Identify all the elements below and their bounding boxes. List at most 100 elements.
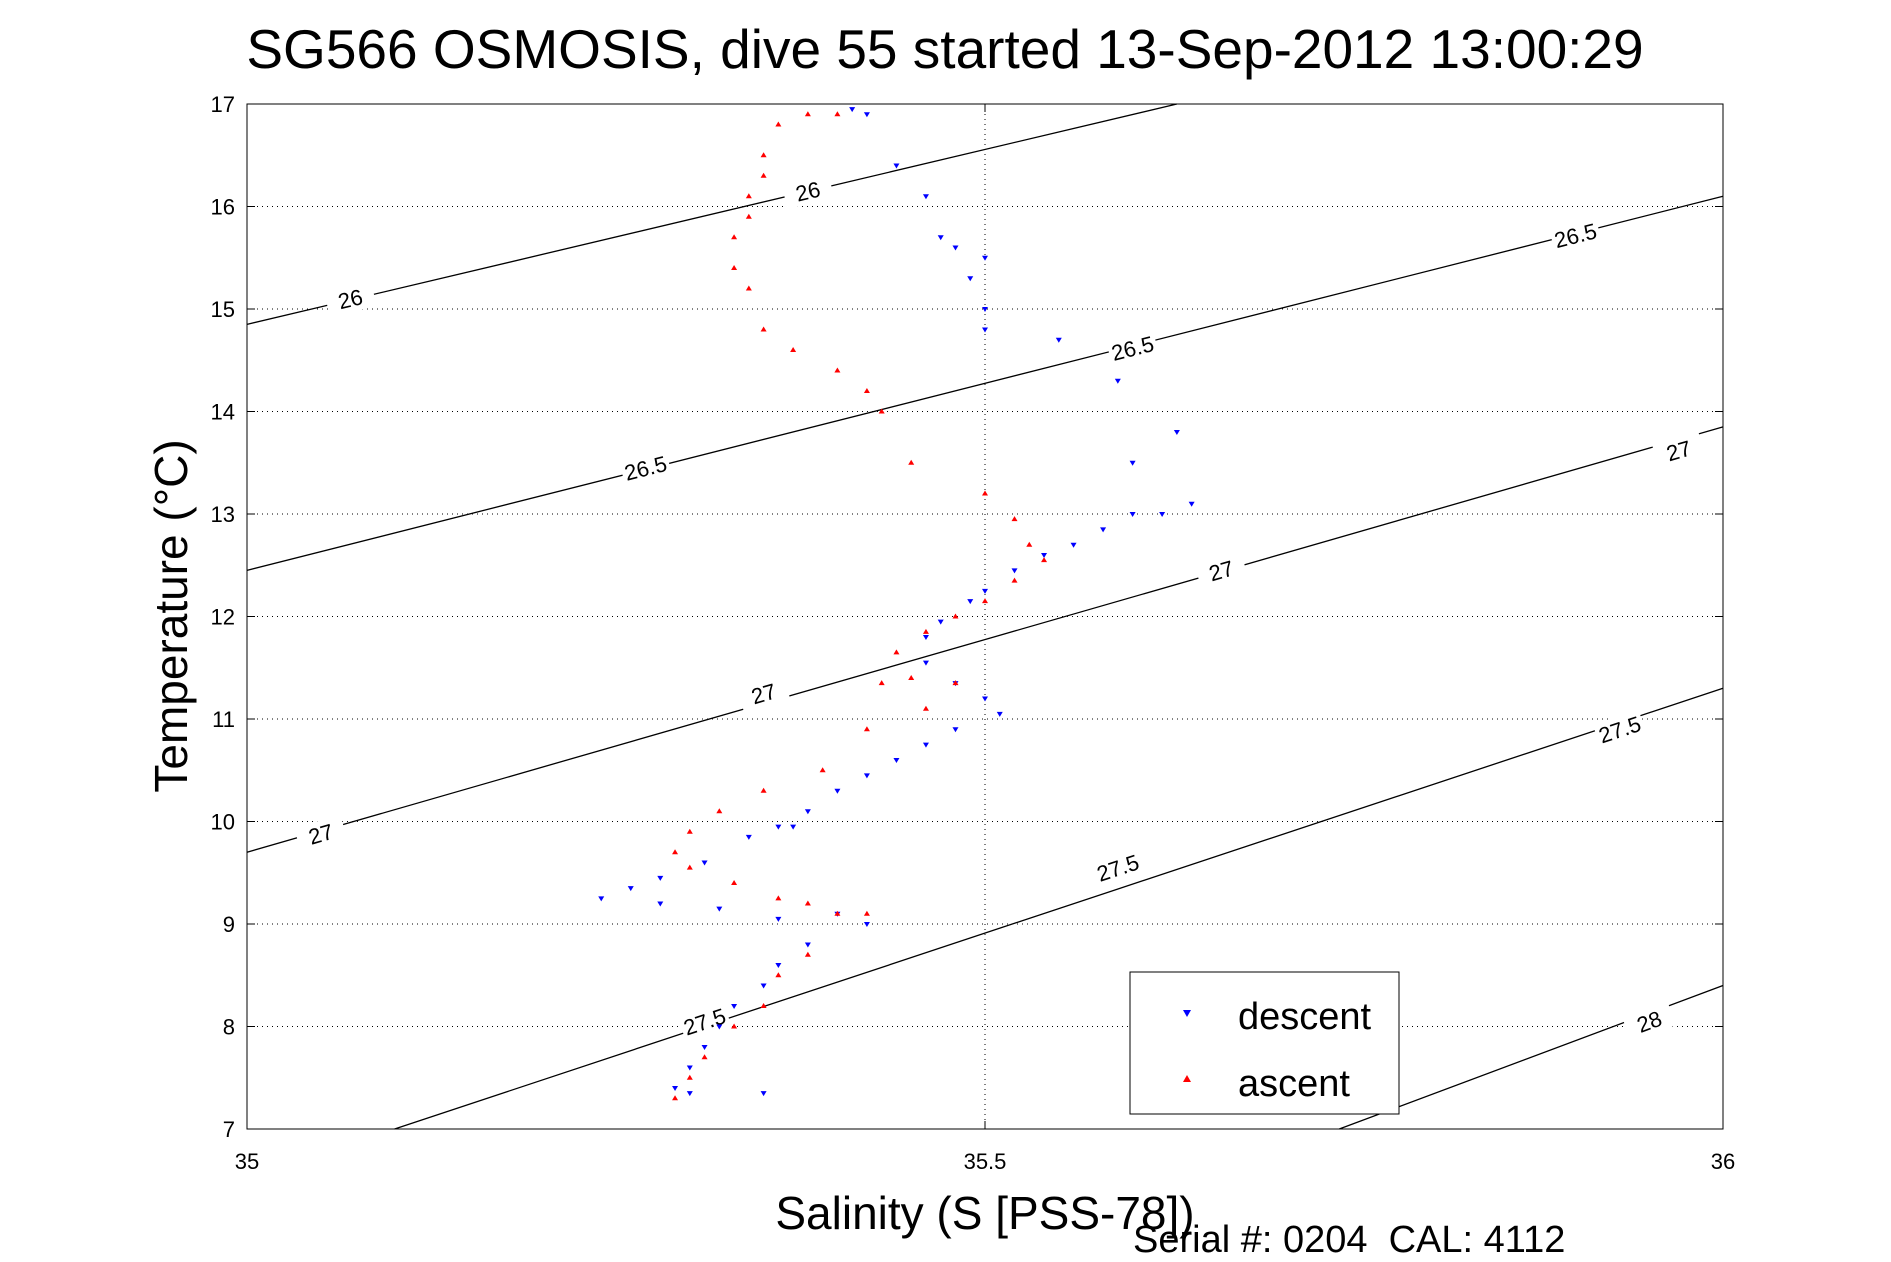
descent-point: [790, 824, 797, 830]
descent-point: [716, 906, 723, 912]
ascent-point: [775, 972, 782, 978]
descent-point: [701, 1045, 708, 1050]
serial-cal-footer: Serial #: 0204 CAL: 4112: [1133, 1219, 1565, 1261]
ascent-point: [745, 213, 752, 219]
descent-point: [672, 1086, 679, 1091]
contour-label-bg: [1652, 431, 1706, 470]
descent-point: [893, 163, 900, 169]
isopycnal-26.5: [246, 195, 1724, 572]
contour-label-26.5: 26.5: [622, 451, 670, 486]
y-tick-label: 16: [211, 195, 235, 220]
contour-label-bg: [781, 172, 835, 210]
ascent-point: [672, 849, 679, 855]
descent-point: [775, 916, 782, 922]
contour-label-bg: [619, 449, 672, 487]
x-tick-label: 35: [235, 1149, 259, 1174]
ascent-point: [982, 598, 988, 604]
descent-point: [1173, 430, 1180, 435]
ascent-point: [760, 326, 767, 332]
ascent-point: [731, 880, 738, 885]
axis-ticks: 7 8 9 10 11 12 13 14 15 16 17 35 35.5 36: [211, 92, 1736, 1174]
ascent-point: [952, 613, 959, 619]
descent-point: [967, 276, 974, 282]
data-points: [598, 107, 1195, 1101]
descent-point: [863, 773, 870, 779]
descent-point: [982, 696, 988, 702]
y-axis-label: Temperature (°C): [145, 439, 197, 792]
ascent-point: [686, 1074, 693, 1080]
y-tick-label: 11: [212, 707, 235, 732]
y-tick-label: 14: [211, 400, 235, 425]
ascent-point: [1011, 577, 1018, 583]
descent-point: [760, 1091, 767, 1097]
descent-point: [1188, 501, 1195, 507]
descent-point: [922, 660, 929, 666]
x-tick-label: 36: [1711, 1149, 1735, 1174]
descent-point: [701, 860, 708, 866]
descent-point: [952, 727, 959, 733]
chart-title: SG566 OSMOSIS, dive 55 started 13-Sep-20…: [246, 18, 1643, 80]
ascent-point: [1041, 557, 1048, 563]
ascent-point: [878, 408, 885, 414]
contour-label-26: 26: [793, 177, 823, 207]
ascent-point: [908, 675, 915, 680]
legend-label-descent: descent: [1238, 996, 1372, 1038]
contour-label-27.5: 27.5: [1094, 849, 1143, 886]
descent-point: [716, 1024, 723, 1030]
y-tick-label: 8: [223, 1015, 235, 1040]
ascent-point: [922, 705, 929, 711]
ascent-point: [672, 1095, 679, 1101]
legend-marker-ascent: [1183, 1075, 1191, 1082]
ascent-point: [716, 808, 723, 814]
descent-point: [996, 711, 1003, 717]
descent-point: [937, 619, 944, 625]
descent-point: [1055, 337, 1062, 343]
ascent-point: [731, 234, 738, 240]
ascent-point: [775, 895, 782, 901]
contour-label-bg: [1106, 329, 1160, 367]
ascent-point: [775, 121, 782, 127]
descent-point: [1011, 568, 1018, 574]
legend-marker-descent: [1183, 1010, 1191, 1017]
ascent-point: [1026, 541, 1033, 547]
descent-point: [982, 307, 988, 312]
ascent-point: [834, 910, 841, 916]
y-tick-label: 13: [211, 502, 235, 527]
ascent-point: [731, 265, 738, 270]
isopycnal-26: [246, 103, 1178, 326]
ascent-point: [760, 172, 767, 178]
ascent-point: [982, 490, 988, 496]
descent-point: [745, 834, 752, 840]
contour-label-bg: [1622, 1000, 1677, 1042]
isopycnal-27: [246, 426, 1724, 853]
contour-label-bg: [323, 280, 377, 317]
ascent-point: [1011, 516, 1018, 522]
ascent-point: [745, 193, 752, 199]
ascent-point: [863, 910, 870, 916]
descent-point: [1129, 512, 1136, 517]
descent-point: [922, 194, 929, 200]
contour-label-bg: [1194, 551, 1248, 590]
legend: descent ascent: [1129, 971, 1400, 1115]
ascent-point: [745, 285, 752, 291]
ascent-point: [731, 1023, 738, 1029]
y-tick-label: 12: [211, 605, 235, 630]
descent-point: [982, 588, 988, 594]
descent-point: [1114, 378, 1121, 384]
descent-point: [627, 886, 634, 892]
contour-label-bg: [677, 1001, 732, 1042]
y-tick-label: 17: [211, 92, 235, 117]
descent-point: [1129, 460, 1136, 466]
isopycnal-27.5: [394, 687, 1724, 1130]
descent-point: [952, 245, 959, 251]
descent-point: [834, 788, 841, 794]
ascent-point: [878, 680, 885, 686]
ascent-point: [834, 367, 841, 373]
ascent-point: [686, 864, 693, 870]
contour-label-26: 26: [336, 284, 366, 314]
descent-point: [893, 758, 900, 763]
descent-point: [731, 1004, 738, 1009]
ascent-point: [760, 152, 767, 158]
descent-point: [657, 901, 664, 907]
